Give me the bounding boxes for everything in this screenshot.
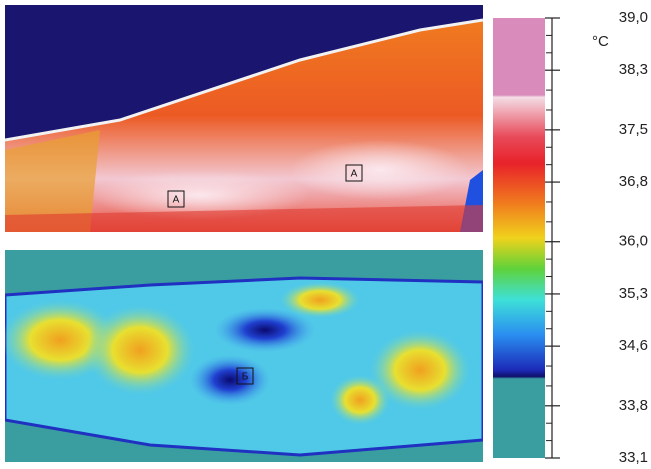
tick-label: 36,8 bbox=[619, 173, 648, 190]
region-label: Б bbox=[242, 372, 249, 383]
tick-label: 33,8 bbox=[619, 397, 648, 414]
tick-label: 36,0 bbox=[619, 233, 648, 250]
tick-label: 33,1 bbox=[619, 449, 648, 466]
color-scale bbox=[493, 18, 545, 458]
lower-thermogram bbox=[0, 250, 483, 462]
scale-ticks: 39,0 38,3 37,5 36,8 36,0 35,3 34,6 33,8 33,1 bbox=[545, 9, 648, 466]
tick-label: 35,3 bbox=[619, 285, 648, 302]
region-label: А bbox=[351, 169, 358, 180]
tick-label: 38,3 bbox=[619, 61, 648, 78]
region-label: А bbox=[173, 195, 180, 206]
unit-label: °C bbox=[592, 33, 609, 50]
tick-label: 37,5 bbox=[619, 121, 648, 138]
thermogram-figure: ААБ °C 39,038,337,536,836,035,334,633,83… bbox=[0, 0, 651, 469]
tick-label: 34,6 bbox=[619, 337, 648, 354]
upper-thermogram bbox=[5, 5, 483, 232]
tick-label: 39,0 bbox=[619, 9, 648, 26]
